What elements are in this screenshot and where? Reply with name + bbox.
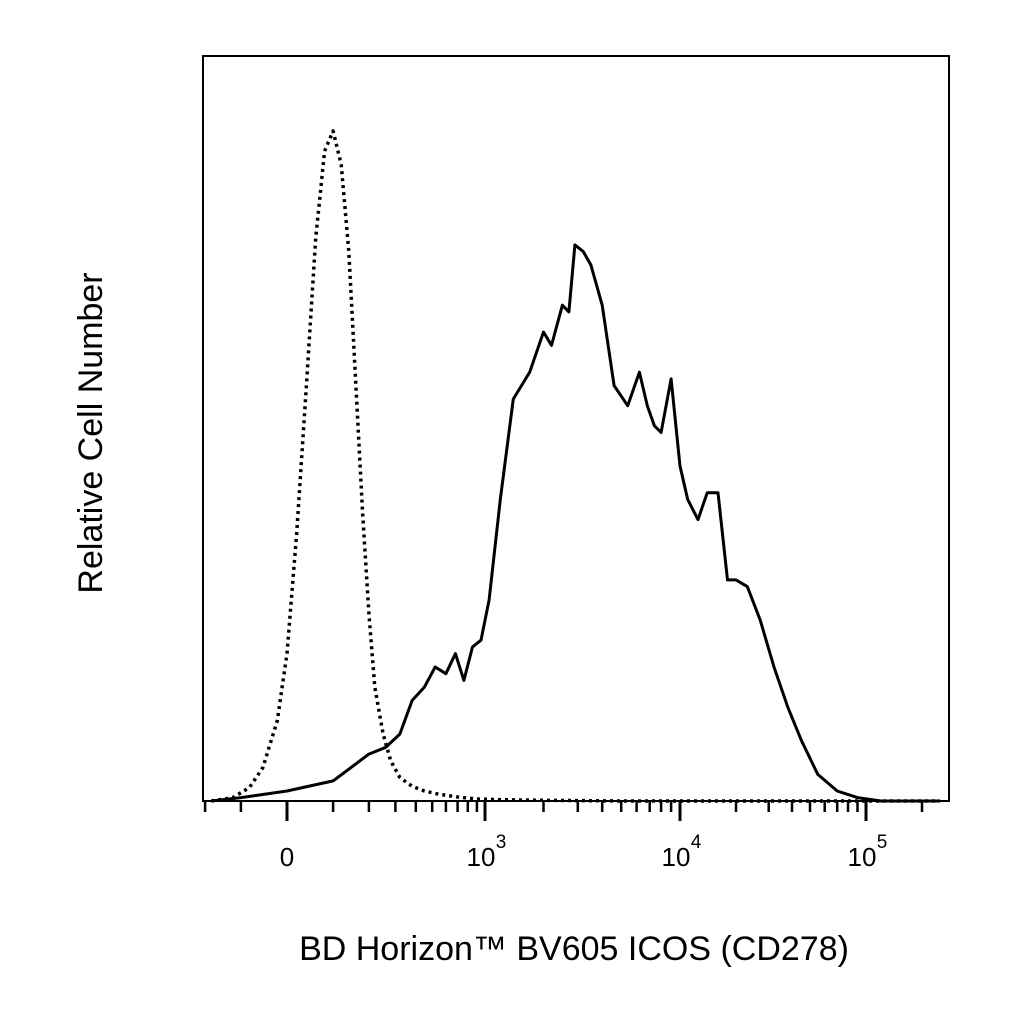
x-tick-label-exponent: 4	[691, 832, 702, 853]
x-tick-label-base: 10	[662, 842, 691, 872]
x-tick-label-exponent: 3	[496, 832, 507, 853]
x-axis-tick-labels: 0 10 3 10 4 10 5	[280, 832, 888, 872]
y-axis-label: Relative Cell Number	[72, 272, 110, 593]
x-tick-label: 0	[280, 842, 294, 872]
x-tick-label-base: 0	[280, 842, 294, 872]
x-tick-label-base: 10	[848, 842, 877, 872]
series-dotted-line	[211, 129, 940, 803]
x-tick-label: 10 5	[848, 832, 888, 872]
x-tick-label: 10 3	[467, 832, 507, 872]
x-axis-ticks	[203, 801, 924, 821]
series-solid-line	[211, 243, 940, 803]
x-tick-label: 10 4	[662, 832, 702, 872]
x-axis-label: BD Horizon™ BV605 ICOS (CD278)	[299, 930, 849, 968]
plot-layer	[211, 129, 940, 803]
plot-frame	[202, 55, 950, 802]
x-tick-label-base: 10	[467, 842, 496, 872]
x-tick-label-exponent: 5	[877, 832, 888, 853]
